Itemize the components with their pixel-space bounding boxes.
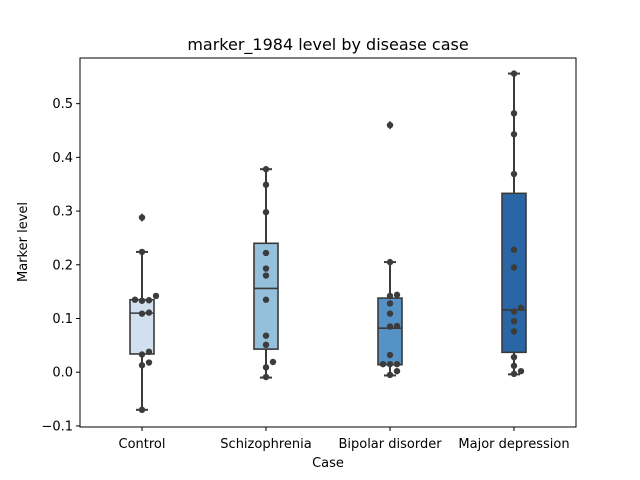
y-tick-label: 0.4 — [52, 151, 73, 166]
data-point — [386, 121, 394, 129]
x-tick-label: Schizophrenia — [220, 437, 311, 452]
y-tick-label: 0.2 — [52, 258, 73, 273]
data-point — [510, 131, 518, 138]
data-point — [262, 265, 270, 272]
data-point — [386, 258, 394, 266]
box-group — [253, 168, 279, 379]
chart-title: marker_1984 level by disease case — [187, 35, 468, 55]
data-point — [262, 373, 270, 381]
data-point — [379, 360, 387, 368]
box-group — [377, 120, 403, 377]
data-point — [386, 300, 394, 307]
data-point — [386, 292, 394, 300]
y-axis-label: Marker level — [16, 202, 31, 282]
data-point — [145, 297, 153, 304]
data-point — [145, 309, 153, 316]
data-point — [393, 322, 401, 330]
data-point — [386, 310, 394, 317]
data-point — [138, 362, 146, 369]
data-point — [510, 246, 518, 253]
data-point — [386, 323, 394, 330]
data-point — [510, 170, 518, 178]
data-point — [262, 165, 270, 173]
data-point — [138, 406, 146, 414]
y-tick-label: 0.0 — [52, 366, 73, 381]
data-point — [517, 367, 525, 375]
x-tick-label: Bipolar disorder — [338, 437, 442, 452]
data-point — [262, 296, 270, 303]
y-axis: −0.1 0.0 0.1 0.2 0.3 0.4 0.5 — [41, 97, 80, 434]
data-point — [510, 317, 518, 325]
data-point — [152, 292, 160, 300]
data-point — [393, 360, 401, 368]
y-tick-label: 0.3 — [52, 205, 73, 220]
x-tick-label: Control — [119, 437, 166, 452]
data-point — [386, 351, 394, 359]
data-point — [138, 248, 146, 256]
data-point — [262, 364, 270, 371]
box — [501, 192, 527, 354]
plot-area — [129, 70, 527, 414]
data-point — [269, 358, 277, 366]
data-point — [262, 208, 270, 216]
data-point — [393, 291, 401, 299]
box — [253, 242, 279, 350]
data-point — [262, 249, 270, 257]
data-point — [138, 351, 146, 358]
data-point — [386, 360, 394, 368]
data-point — [262, 181, 270, 188]
data-point — [510, 328, 518, 335]
y-tick-label: 0.5 — [52, 97, 73, 112]
data-point — [510, 353, 518, 361]
data-point — [386, 371, 394, 379]
data-point — [138, 310, 146, 317]
x-axis: Control Schizophrenia Bipolar disorder Majo… — [119, 427, 570, 452]
data-point — [145, 359, 153, 366]
data-point — [138, 297, 146, 304]
data-point — [131, 296, 139, 303]
data-point — [138, 214, 146, 221]
y-tick-label: −0.1 — [41, 419, 73, 434]
data-point — [510, 264, 518, 271]
x-axis-label: Case — [312, 456, 344, 471]
data-point — [262, 272, 270, 279]
data-point — [262, 332, 270, 339]
data-point — [510, 362, 518, 369]
data-point — [517, 304, 525, 311]
box — [129, 298, 155, 355]
plot-frame — [79, 57, 577, 428]
data-point — [510, 70, 518, 77]
data-point — [262, 341, 270, 349]
y-tick-label: 0.1 — [52, 312, 73, 327]
data-point — [145, 348, 153, 356]
data-point — [510, 110, 518, 117]
data-point — [510, 308, 518, 315]
box-group — [501, 72, 527, 376]
data-point — [393, 367, 401, 375]
x-tick-label: Major depression — [458, 437, 569, 452]
data-point — [510, 370, 518, 378]
